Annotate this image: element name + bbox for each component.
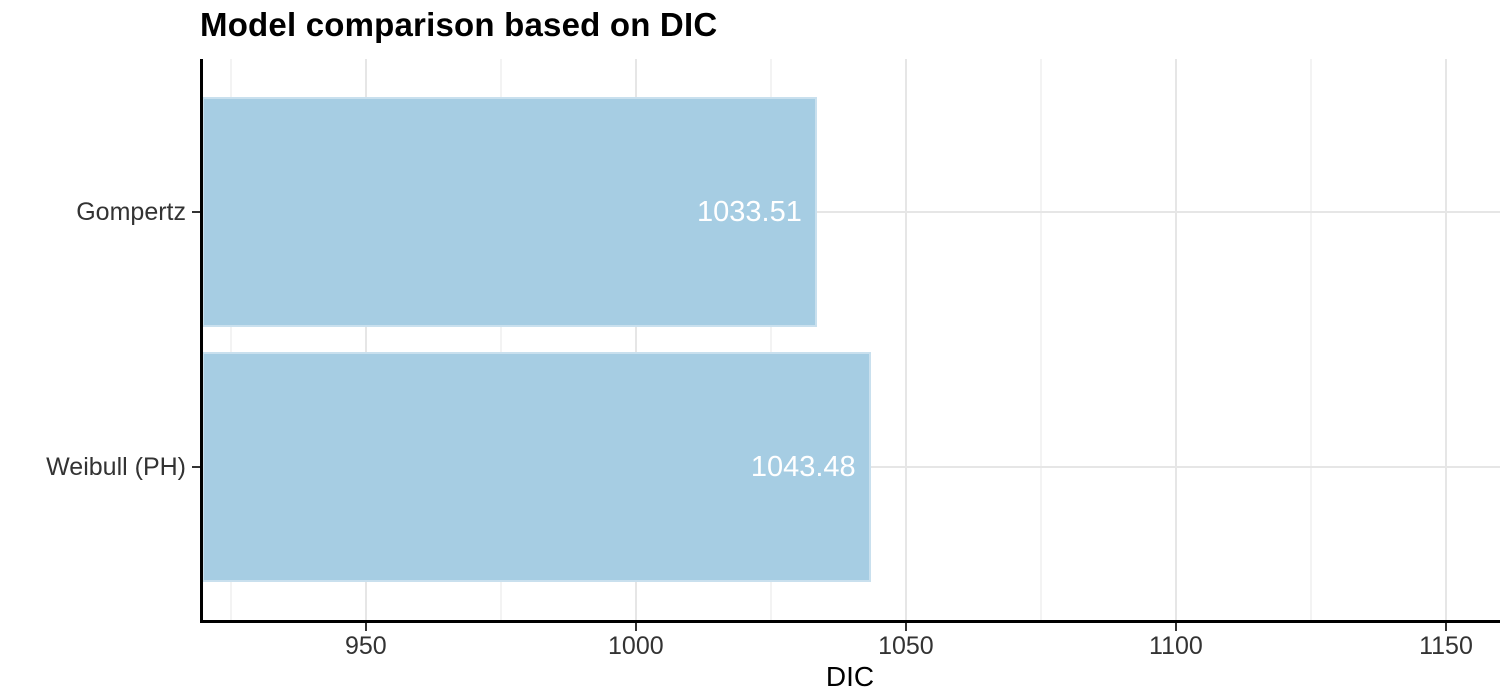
gridline-major-x: [904, 59, 907, 620]
x-axis-tick-label: 1100: [1149, 632, 1203, 660]
y-axis-line: [200, 59, 203, 623]
gridline-major-x: [1444, 59, 1447, 620]
x-axis-tick-label: 1150: [1419, 632, 1473, 660]
gridline-major-x: [1174, 59, 1177, 620]
bar-gompertz: 1033.51: [202, 97, 817, 327]
x-axis-tick: [1174, 623, 1177, 631]
x-axis-tick-label: 950: [344, 632, 387, 660]
x-axis-line: [200, 620, 1500, 623]
x-axis-tick-label: 1050: [878, 632, 934, 660]
y-axis-label: Weibull (PH): [46, 453, 186, 481]
x-axis-tick: [1444, 623, 1447, 631]
gridline-minor-x: [769, 59, 772, 620]
chart-title: Model comparison based on DIC: [200, 6, 718, 43]
gridline-minor-x: [229, 59, 232, 620]
x-axis-tick-label: 1000: [608, 632, 664, 660]
gridline-minor-x: [1039, 59, 1042, 620]
bar-weibull-ph: 1043.48: [202, 352, 871, 582]
plot-panel: 1033.51 1043.48: [200, 59, 1500, 620]
bar-value-label: 1043.48: [750, 450, 856, 483]
x-axis-tick: [634, 623, 637, 631]
x-axis-tick: [904, 623, 907, 631]
gridline-minor-x: [1309, 59, 1312, 620]
y-axis-tick: [192, 211, 200, 213]
x-axis-tick: [364, 623, 367, 631]
gridline-major-x: [634, 59, 637, 620]
y-axis-label: Gompertz: [76, 198, 186, 226]
y-axis-tick: [192, 466, 200, 468]
x-axis-title: DIC: [825, 661, 875, 692]
gridline-minor-x: [499, 59, 502, 620]
gridline-major-y: [200, 211, 1500, 213]
bar-value-label: 1033.51: [697, 195, 802, 228]
gridline-major-x: [364, 59, 367, 620]
